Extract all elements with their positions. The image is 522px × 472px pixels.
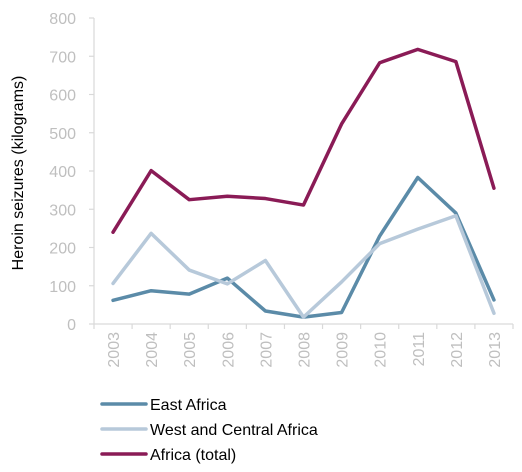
y-tick-label: 800 (49, 11, 76, 28)
legend-label-africa-total: Africa (total) (150, 447, 236, 464)
x-tick-label: 2004 (144, 332, 161, 368)
series-line-west-and-central-africa (111, 214, 496, 319)
y-tick-label: 0 (67, 317, 76, 334)
series-lines (111, 47, 496, 319)
x-tick-label: 2003 (106, 332, 123, 368)
x-tick-label: 2007 (258, 332, 275, 368)
x-tick-label: 2006 (220, 332, 237, 368)
y-tick-label: 700 (49, 49, 76, 66)
series-line-east-africa (111, 175, 496, 319)
legend-label-east-africa: East Africa (150, 397, 227, 414)
y-axis-title: Heroin seizures (kilograms) (10, 76, 27, 271)
x-tick-label: 2009 (335, 332, 352, 368)
y-tick-label: 100 (49, 279, 76, 296)
y-tick-label: 200 (49, 241, 76, 258)
y-tick-label: 500 (49, 126, 76, 143)
y-tick-label: 400 (49, 164, 76, 181)
legend: East Africa West and Central Africa Africa… (100, 397, 318, 464)
x-tick-label: 2011 (411, 332, 428, 367)
series-line-africa-total (111, 47, 496, 234)
y-tick-label: 300 (49, 202, 76, 219)
axes: 0 100 200 300 400 500 600 700 800 2003 2004 2005 200… (49, 11, 514, 368)
x-tick-label: 2008 (297, 332, 314, 368)
y-tick-label: 600 (49, 88, 76, 105)
x-tick-label: 2013 (487, 332, 504, 368)
x-tick-label: 2005 (182, 332, 199, 368)
x-tick-label: 2012 (449, 332, 466, 368)
x-tick-label: 2010 (373, 332, 390, 368)
legend-label-west-and-central-africa: West and Central Africa (150, 422, 318, 439)
